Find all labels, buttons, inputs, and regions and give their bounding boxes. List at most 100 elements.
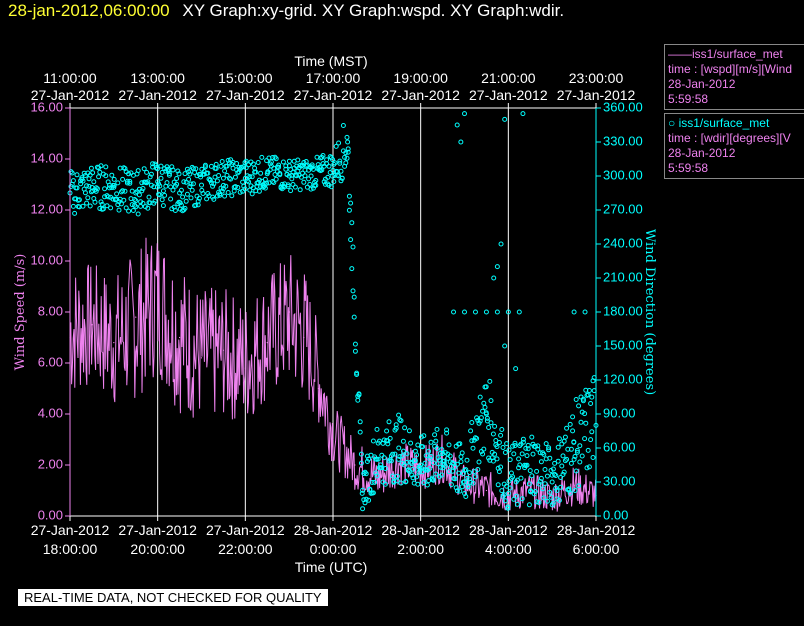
top-tick-date: 27-Jan-2012	[206, 87, 285, 103]
legend-wdir-time: 5:59:58	[668, 161, 709, 175]
right-axis-label: Wind Direction (degrees)	[642, 229, 657, 395]
wind-direction-point	[333, 143, 339, 149]
wind-direction-point	[168, 196, 174, 202]
wind-direction-point	[579, 453, 585, 459]
wind-direction-point	[418, 462, 424, 468]
wind-direction-point	[453, 485, 459, 491]
wind-direction-point	[385, 441, 391, 447]
wind-direction-point	[102, 186, 108, 192]
wind-direction-point	[417, 465, 423, 470]
wind-direction-point	[249, 191, 255, 197]
wind-direction-point	[294, 173, 300, 179]
wind-direction-point	[374, 456, 380, 462]
wind-direction-point	[165, 166, 171, 172]
wind-direction-point	[193, 166, 199, 172]
wind-direction-point	[332, 160, 338, 166]
wind-direction-point	[544, 498, 550, 504]
wind-direction-point	[494, 264, 500, 270]
wind-direction-point	[404, 451, 410, 457]
wind-direction-point	[195, 202, 201, 208]
wind-direction-point	[133, 198, 139, 204]
wind-direction-point	[280, 159, 286, 165]
wind-direction-point	[351, 314, 357, 320]
wind-direction-point	[582, 411, 588, 417]
wind-direction-point	[574, 449, 580, 455]
wind-direction-point	[496, 440, 502, 445]
wind-direction-point	[136, 192, 142, 198]
wind-speed-point	[135, 316, 137, 318]
wind-direction-point	[308, 173, 314, 179]
wind-direction-point	[211, 196, 217, 202]
wind-direction-point	[468, 428, 474, 434]
wind-direction-point	[526, 502, 532, 508]
wind-direction-point	[219, 159, 225, 164]
wind-direction-point	[96, 174, 102, 180]
wind-direction-point	[542, 467, 548, 472]
wind-direction-point	[224, 172, 230, 178]
wind-direction-point	[564, 425, 570, 431]
wind-direction-point	[582, 309, 588, 315]
wind-direction-point	[273, 176, 279, 182]
wind-direction-point	[589, 429, 595, 435]
wind-direction-point	[320, 153, 326, 158]
wind-direction-point	[519, 451, 525, 457]
wind-direction-point	[120, 188, 126, 194]
wind-direction-point	[376, 438, 382, 444]
right-tick-label: 30.00	[603, 473, 636, 488]
wind-direction-point	[538, 475, 544, 481]
wind-direction-point	[459, 450, 465, 456]
wind-direction-point	[270, 179, 276, 184]
wind-direction-point	[135, 211, 141, 217]
wind-direction-point	[92, 199, 98, 205]
wind-direction-point	[183, 198, 189, 204]
wind-direction-point	[350, 244, 356, 250]
wind-direction-point	[556, 497, 562, 503]
wind-direction-point	[177, 190, 183, 196]
wind-direction-point	[336, 140, 342, 146]
wind-direction-point	[225, 190, 231, 195]
wind-direction-point	[535, 443, 541, 449]
wind-direction-point	[573, 468, 579, 474]
wind-direction-point	[457, 441, 463, 447]
wind-direction-point	[160, 203, 166, 209]
wind-direction-point	[525, 442, 531, 448]
bottom-tick-time: 18:00:00	[43, 541, 98, 557]
wind-direction-point	[154, 166, 160, 172]
wind-direction-point	[586, 388, 592, 393]
bottom-tick-date: 27-Jan-2012	[118, 522, 197, 538]
wind-direction-point	[387, 435, 393, 441]
wind-direction-point	[469, 420, 475, 425]
wind-direction-point	[363, 471, 369, 477]
wind-direction-point	[84, 200, 90, 206]
wind-direction-point	[494, 444, 500, 450]
wind-direction-point	[236, 169, 242, 175]
wind-direction-point	[123, 205, 129, 211]
wind-direction-point	[184, 166, 190, 172]
wind-speed-point	[354, 464, 356, 466]
wind-direction-point	[476, 459, 482, 465]
wind-direction-point	[183, 179, 189, 185]
wind-direction-point	[560, 453, 566, 459]
wind-direction-point	[546, 447, 552, 453]
wind-direction-point	[249, 174, 255, 180]
wind-direction-point	[199, 182, 204, 188]
wind-direction-point	[541, 451, 547, 457]
wind-direction-point	[558, 484, 564, 490]
wind-direction-point	[264, 180, 270, 186]
wind-speed-point	[332, 438, 334, 441]
wind-direction-point	[379, 452, 385, 458]
wind-direction-point	[498, 432, 504, 438]
wind-direction-point	[160, 188, 166, 194]
wind-direction-point	[465, 484, 471, 490]
wind-direction-point	[576, 483, 582, 489]
wind-direction-point	[469, 438, 475, 444]
wind-direction-point	[475, 467, 481, 472]
wind-direction-point	[217, 192, 223, 198]
bottom-tick-time: 4:00:00	[485, 541, 532, 557]
wind-direction-point	[482, 404, 488, 410]
wind-direction-point	[525, 446, 531, 452]
wind-direction-point	[348, 237, 354, 243]
wind-direction-point	[202, 162, 208, 168]
wind-direction-point	[369, 480, 375, 485]
wind-direction-point	[502, 116, 508, 122]
